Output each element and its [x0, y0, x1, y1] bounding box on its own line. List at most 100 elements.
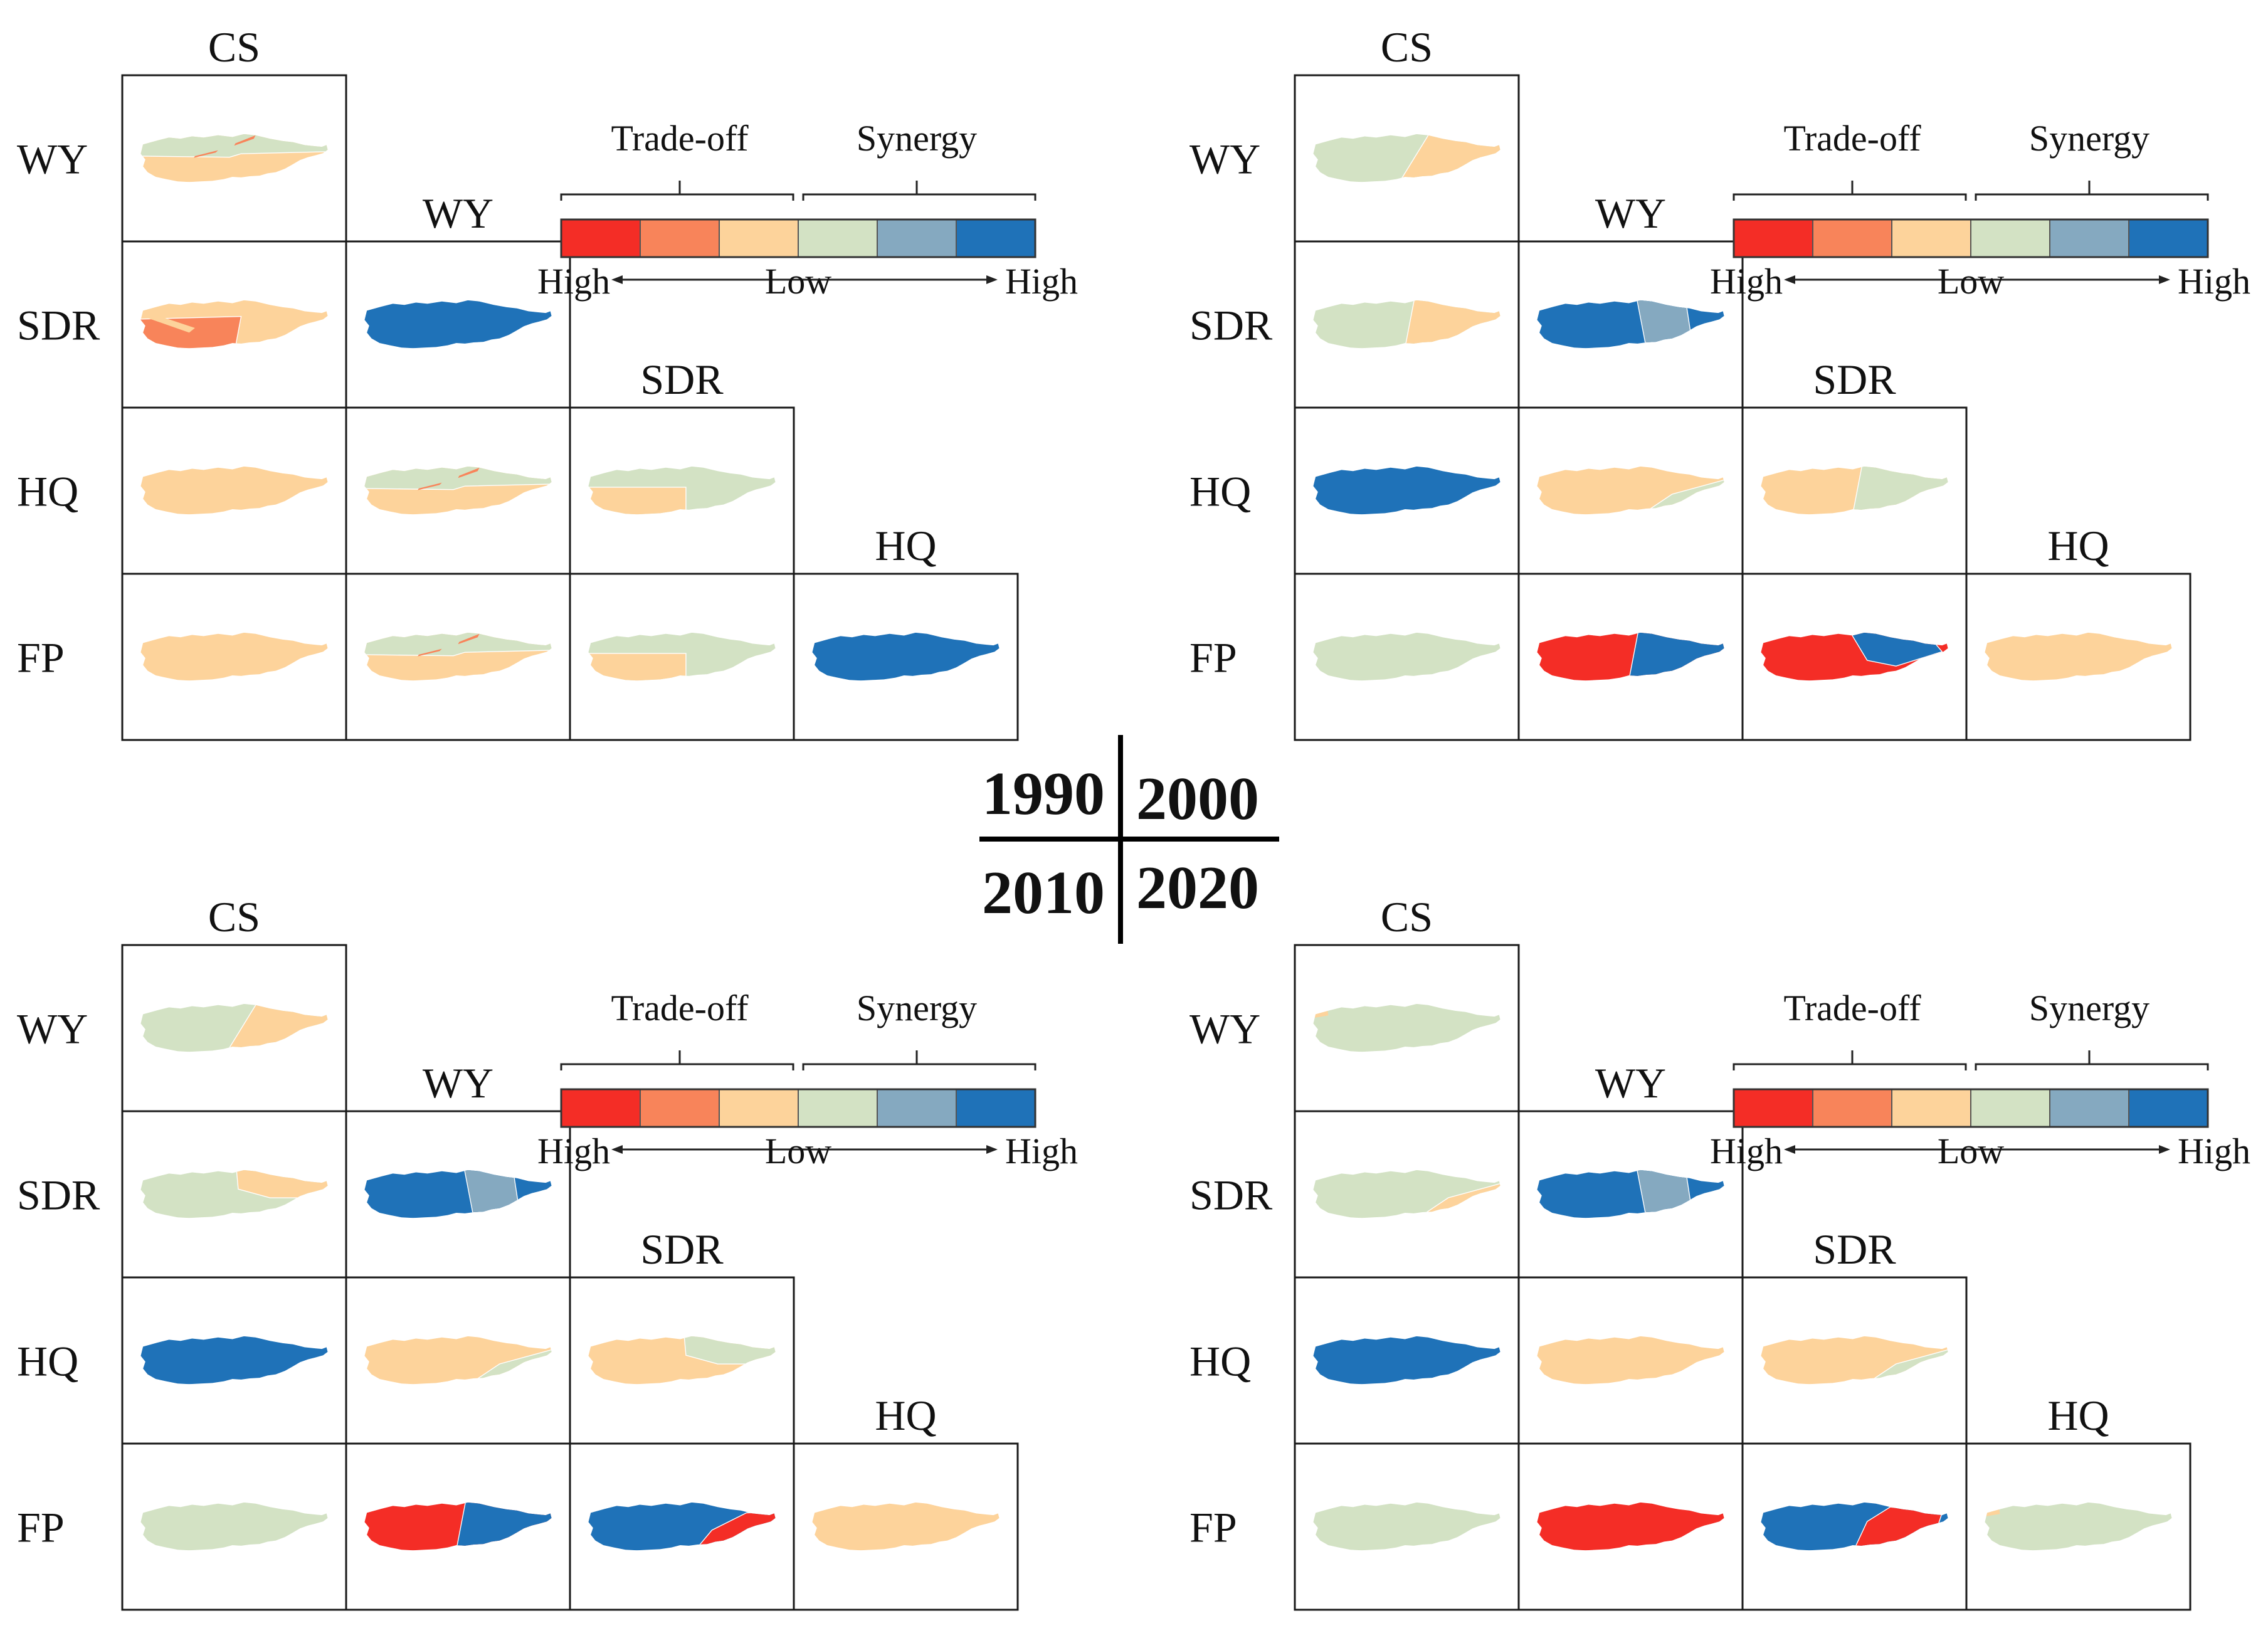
col-label-hq: HQ — [2047, 1392, 2109, 1439]
matrix-cell-hq-cs — [121, 406, 347, 575]
matrix-cell-sdr-wy — [1517, 240, 1744, 409]
legend-swatch-5 — [956, 219, 1036, 258]
panel-2020: CS WY SDR HQ WY SDR HQ FP Trade-off Synergy High Lo… — [1189, 893, 2250, 1611]
col-label-wy: WY — [423, 189, 493, 237]
legend-swatch-5 — [2128, 219, 2208, 258]
row-label-sdr: SDR — [17, 1171, 100, 1219]
row-label-fp: FP — [1189, 634, 1237, 682]
legend-swatch-0 — [1733, 1089, 1813, 1128]
legend-swatch-5 — [956, 1089, 1036, 1128]
legend-swatch-3 — [1970, 1089, 2050, 1128]
year-label-1990: 1990 — [982, 760, 1105, 828]
col-label-wy: WY — [1595, 1059, 1666, 1107]
tradeoff-bracket — [1733, 1063, 1967, 1070]
arrow-left-icon — [1784, 1145, 1795, 1154]
matrix-cell-fp-sdr — [569, 573, 795, 741]
legend-swatch-3 — [1970, 219, 2050, 258]
matrix-cell-hq-wy — [345, 406, 571, 575]
row-label-hq: HQ — [17, 468, 78, 515]
legend-tradeoff-label: Trade-off — [1783, 118, 1921, 159]
legend-synergy-label: Synergy — [857, 988, 977, 1028]
synergy-bracket — [802, 1063, 1036, 1070]
row-label-fp: FP — [1189, 1504, 1237, 1551]
matrix-cell-hq-sdr — [569, 1276, 795, 1445]
matrix-cell-fp-cs — [121, 1442, 347, 1611]
col-label-cs: CS — [208, 893, 260, 941]
legend-synergy-label: Synergy — [2029, 988, 2149, 1028]
legend-swatch-4 — [877, 1089, 957, 1128]
legend: Trade-off Synergy High Low High — [537, 118, 1078, 302]
col-label-sdr: SDR — [1813, 356, 1896, 403]
legend-high-right-label: High — [2178, 1131, 2250, 1171]
matrix-cell-fp-wy — [1517, 1442, 1744, 1611]
col-label-sdr: SDR — [640, 1225, 724, 1273]
legend-low-label: Low — [765, 1131, 831, 1171]
matrix-cell-sdr-wy — [345, 1110, 571, 1279]
legend-high-left-label: High — [1710, 1131, 1783, 1171]
legend-swatch-1 — [640, 1089, 720, 1128]
legend-low-label: Low — [765, 261, 831, 302]
matrix-cell-fp-wy — [345, 1442, 571, 1611]
tradeoff-bracket — [560, 193, 794, 201]
matrix-cell-hq-sdr — [1741, 1276, 1968, 1445]
arrow-left-icon — [611, 275, 623, 284]
legend-high-right-label: High — [2178, 261, 2250, 302]
row-label-wy: WY — [17, 135, 88, 183]
matrix-cell-wy-cs — [1294, 74, 1520, 243]
col-label-hq: HQ — [875, 522, 936, 569]
legend-swatch-4 — [2049, 219, 2129, 258]
basin-region-b — [140, 134, 328, 158]
matrix-cell-wy-cs — [1294, 944, 1520, 1112]
matrix-cell-fp-sdr — [1741, 573, 1968, 741]
legend-tradeoff-label: Trade-off — [611, 118, 749, 159]
year-label-2010: 2010 — [982, 859, 1105, 927]
matrix-cell-fp-hq — [793, 573, 1019, 741]
matrix-cell-sdr-cs — [1294, 1110, 1520, 1279]
legend: Trade-off Synergy High Low High — [1710, 118, 2250, 302]
legend-swatch-2 — [719, 219, 799, 258]
row-label-hq: HQ — [1189, 468, 1251, 515]
basin-region-b — [588, 487, 687, 515]
col-label-sdr: SDR — [640, 356, 724, 403]
matrix-cell-hq-wy — [345, 1276, 571, 1445]
synergy-bracket — [1975, 193, 2209, 201]
legend-high-left-label: High — [1710, 261, 1783, 302]
legend-swatch-4 — [2049, 1089, 2129, 1128]
row-label-fp: FP — [17, 1504, 65, 1551]
legend-low-label: Low — [1938, 261, 2004, 302]
legend-swatch-1 — [1812, 219, 1892, 258]
matrix-cell-fp-wy — [1517, 573, 1744, 741]
matrix-cell-sdr-cs — [121, 240, 347, 409]
legend-synergy-label: Synergy — [2029, 118, 2149, 159]
year-label-2020: 2020 — [1136, 854, 1259, 922]
synergy-bracket — [1975, 1063, 2209, 1070]
matrix-cell-fp-cs — [1294, 1442, 1520, 1611]
legend: Trade-off Synergy High Low High — [1710, 988, 2250, 1171]
basin-region-b — [364, 466, 552, 490]
legend-swatch-1 — [1812, 1089, 1892, 1128]
matrix-cell-wy-cs — [121, 944, 347, 1112]
basin-accent-streak — [418, 467, 480, 490]
matrix-cell-sdr-wy — [345, 240, 571, 409]
col-label-cs: CS — [208, 23, 260, 71]
legend-swatch-1 — [640, 219, 720, 258]
tradeoff-bracket — [560, 1063, 794, 1070]
matrix-cell-fp-cs — [1294, 573, 1520, 741]
legend-swatch-0 — [561, 1089, 641, 1128]
matrix-cell-fp-hq — [793, 1442, 1019, 1611]
col-label-hq: HQ — [2047, 522, 2109, 569]
matrix-cell-hq-cs — [1294, 406, 1520, 575]
legend-high-left-label: High — [537, 1131, 610, 1171]
legend-swatch-3 — [798, 219, 878, 258]
matrix-cell-hq-wy — [1517, 406, 1744, 575]
row-label-wy: WY — [17, 1005, 88, 1053]
row-label-hq: HQ — [1189, 1338, 1251, 1385]
matrix-cell-fp-cs — [121, 573, 347, 741]
col-label-wy: WY — [423, 1059, 493, 1107]
basin-accent-streak — [418, 633, 480, 657]
legend-high-right-label: High — [1005, 261, 1078, 302]
legend-high-left-label: High — [537, 261, 610, 302]
arrow-right-icon — [986, 275, 998, 284]
legend-swatch-2 — [1891, 1089, 1971, 1128]
